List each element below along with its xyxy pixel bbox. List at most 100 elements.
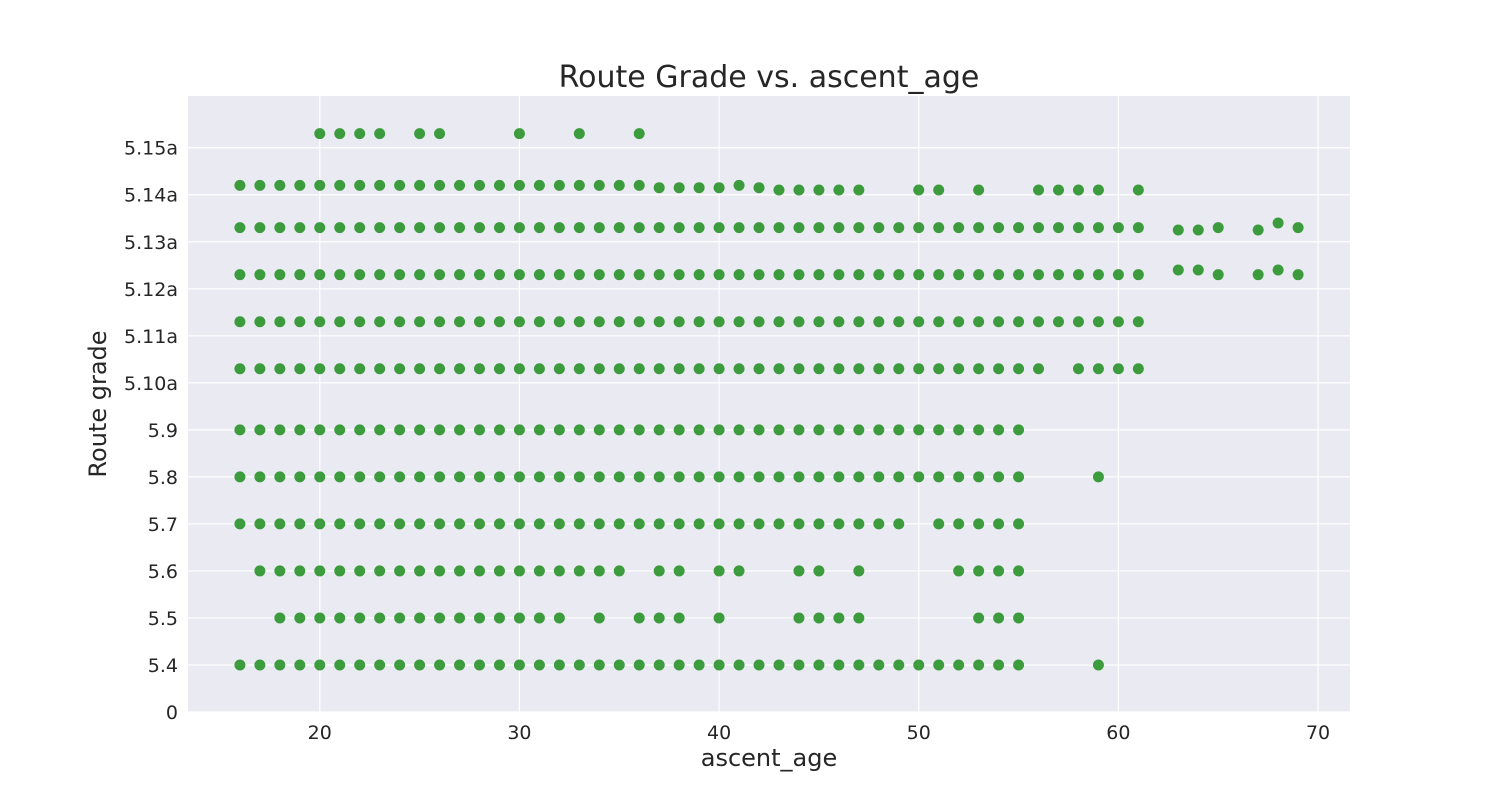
- data-point: [833, 471, 845, 483]
- data-point: [833, 269, 845, 281]
- data-point: [274, 471, 286, 483]
- data-point: [1112, 269, 1124, 281]
- data-point: [513, 565, 525, 577]
- data-point: [713, 565, 725, 577]
- data-point: [733, 518, 745, 530]
- data-point: [234, 269, 246, 281]
- data-point: [833, 612, 845, 624]
- data-point: [314, 471, 326, 483]
- data-point: [294, 424, 306, 436]
- data-point: [733, 363, 745, 375]
- data-point: [653, 471, 665, 483]
- data-point: [434, 222, 446, 234]
- data-point: [753, 518, 765, 530]
- data-point: [234, 659, 246, 671]
- data-point: [633, 269, 645, 281]
- data-point: [613, 316, 625, 328]
- data-point: [294, 518, 306, 530]
- data-point: [454, 222, 466, 234]
- data-point: [394, 316, 406, 328]
- data-point: [1033, 184, 1045, 196]
- data-point: [274, 269, 286, 281]
- data-point: [893, 222, 905, 234]
- data-point: [1033, 363, 1045, 375]
- data-point: [973, 363, 985, 375]
- data-point: [533, 659, 545, 671]
- data-point: [993, 363, 1005, 375]
- data-point: [913, 316, 925, 328]
- data-point: [713, 182, 725, 194]
- data-point: [833, 659, 845, 671]
- data-point: [473, 222, 485, 234]
- data-point: [374, 471, 386, 483]
- data-point: [294, 659, 306, 671]
- data-point: [833, 316, 845, 328]
- data-point: [374, 179, 386, 191]
- data-point: [853, 269, 865, 281]
- data-point: [833, 518, 845, 530]
- data-point: [414, 518, 426, 530]
- data-point: [733, 269, 745, 281]
- data-point: [673, 363, 685, 375]
- y-tick-label: 5.5: [148, 608, 178, 630]
- data-point: [593, 316, 605, 328]
- data-point: [454, 316, 466, 328]
- data-point: [1013, 612, 1025, 624]
- data-point: [1092, 316, 1104, 328]
- data-point: [953, 424, 965, 436]
- data-point: [813, 269, 825, 281]
- data-point: [693, 363, 705, 375]
- data-point: [893, 316, 905, 328]
- data-point: [254, 565, 266, 577]
- data-point: [454, 565, 466, 577]
- data-point: [234, 179, 246, 191]
- data-point: [533, 565, 545, 577]
- data-point: [354, 269, 366, 281]
- data-point: [533, 612, 545, 624]
- data-point: [354, 316, 366, 328]
- data-point: [633, 424, 645, 436]
- data-point: [633, 316, 645, 328]
- data-point: [893, 424, 905, 436]
- data-point: [833, 222, 845, 234]
- x-tick-label: 20: [308, 722, 332, 744]
- data-point: [394, 612, 406, 624]
- data-point: [1132, 316, 1144, 328]
- data-point: [793, 363, 805, 375]
- data-point: [454, 363, 466, 375]
- x-tick-labels: 20 30 40 50 60 70: [308, 722, 1330, 744]
- data-point: [853, 565, 865, 577]
- data-point: [873, 659, 885, 671]
- data-point: [913, 659, 925, 671]
- data-point: [1092, 222, 1104, 234]
- data-point: [573, 128, 585, 140]
- data-point: [973, 518, 985, 530]
- data-point: [933, 184, 945, 196]
- data-point: [354, 471, 366, 483]
- data-point: [653, 659, 665, 671]
- data-point: [773, 222, 785, 234]
- data-point: [713, 471, 725, 483]
- data-point: [1252, 269, 1264, 281]
- data-point: [274, 222, 286, 234]
- data-point: [753, 424, 765, 436]
- data-point: [414, 565, 426, 577]
- data-point: [673, 182, 685, 194]
- data-point: [933, 659, 945, 671]
- data-point: [473, 659, 485, 671]
- data-point: [454, 612, 466, 624]
- data-point: [473, 363, 485, 375]
- data-point: [773, 184, 785, 196]
- data-point: [613, 659, 625, 671]
- data-point: [953, 363, 965, 375]
- data-point: [1072, 222, 1084, 234]
- data-point: [933, 424, 945, 436]
- data-point: [513, 471, 525, 483]
- data-point: [793, 471, 805, 483]
- data-point: [1013, 565, 1025, 577]
- data-point: [493, 222, 505, 234]
- data-point: [833, 363, 845, 375]
- data-point: [1013, 222, 1025, 234]
- data-point: [753, 316, 765, 328]
